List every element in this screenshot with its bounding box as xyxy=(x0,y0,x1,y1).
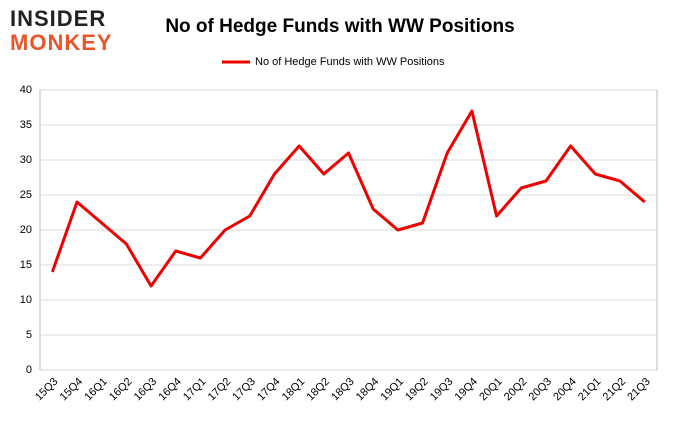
x-tick-label: 17Q1 xyxy=(181,376,209,404)
x-tick-label: 20Q3 xyxy=(527,376,555,404)
legend-label: No of Hedge Funds with WW Positions xyxy=(255,56,445,68)
x-tick-label: 16Q2 xyxy=(107,376,135,404)
x-tick-label: 17Q4 xyxy=(255,376,283,404)
logo-bottom: MONKEY xyxy=(10,30,113,55)
x-tick-label: 18Q4 xyxy=(354,376,382,404)
x-tick-label: 19Q2 xyxy=(403,376,431,404)
y-tick-label: 5 xyxy=(26,329,32,341)
y-tick-label: 25 xyxy=(20,189,32,201)
x-tick-label: 16Q3 xyxy=(132,376,160,404)
x-tick-label: 19Q4 xyxy=(453,376,481,404)
x-tick-label: 21Q1 xyxy=(576,376,604,404)
data-line xyxy=(50,109,646,288)
x-tick-label: 21Q3 xyxy=(625,376,653,404)
x-tick-label: 15Q4 xyxy=(58,376,86,404)
x-tick-label: 18Q1 xyxy=(280,376,308,404)
chart-title: No of Hedge Funds with WW Positions xyxy=(165,16,514,37)
y-tick-label: 40 xyxy=(20,84,32,96)
x-tick-label: 20Q4 xyxy=(551,376,579,404)
y-tick-label: 10 xyxy=(20,294,32,306)
x-tick-label: 19Q3 xyxy=(428,376,456,404)
y-tick-label: 0 xyxy=(26,364,32,376)
logo-top: INSIDER xyxy=(10,6,106,31)
x-tick-label: 20Q2 xyxy=(502,376,530,404)
x-tick-label: 18Q3 xyxy=(329,376,357,404)
x-tick-label: 18Q2 xyxy=(304,376,332,404)
x-tick-label: 15Q3 xyxy=(33,376,61,404)
y-tick-label: 15 xyxy=(20,259,32,271)
x-tick-label: 20Q1 xyxy=(477,376,505,404)
y-tick-label: 20 xyxy=(20,224,32,236)
x-tick-label: 16Q1 xyxy=(82,376,110,404)
y-tick-label: 30 xyxy=(20,154,32,166)
x-tick-label: 19Q1 xyxy=(379,376,407,404)
x-tick-label: 17Q2 xyxy=(206,376,234,404)
y-tick-label: 35 xyxy=(20,119,32,131)
x-tick-label: 21Q2 xyxy=(601,376,629,404)
x-tick-label: 17Q3 xyxy=(230,376,258,404)
x-tick-label: 16Q4 xyxy=(156,376,184,404)
